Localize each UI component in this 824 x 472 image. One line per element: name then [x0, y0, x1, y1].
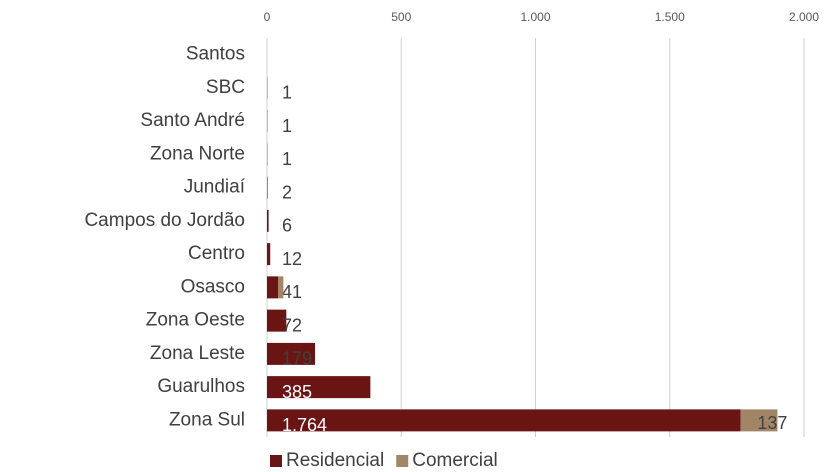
- bar-segment: [267, 276, 279, 299]
- data-label: 1.764: [282, 415, 327, 435]
- data-label: 72: [282, 315, 302, 335]
- bar-segment: [267, 376, 371, 399]
- category-label: Zona Norte: [150, 143, 245, 164]
- x-tick-label: 1.500: [655, 10, 685, 24]
- bar-segment: [278, 276, 284, 299]
- data-label: 6: [282, 216, 292, 236]
- bar-segment: [740, 409, 778, 432]
- category-label: Zona Leste: [150, 343, 245, 364]
- category-label: Zona Sul: [169, 409, 245, 430]
- bar-segment: [267, 176, 268, 199]
- category-label: Osasco: [181, 276, 245, 297]
- legend-label: Residencial: [286, 450, 384, 471]
- category-label: Centro: [188, 243, 245, 264]
- data-label: 137: [757, 413, 787, 433]
- bar-segment: [267, 209, 269, 232]
- data-label: 1: [282, 83, 292, 103]
- bar-segment: [267, 243, 271, 266]
- category-label: Guarulhos: [157, 376, 245, 397]
- data-label: 385: [282, 382, 312, 402]
- category-label: Campos do Jordão: [84, 210, 245, 231]
- category-label: Santo André: [140, 110, 245, 131]
- x-tick-label: 0: [264, 10, 271, 24]
- data-label: 179: [282, 349, 312, 369]
- x-tick-label: 2.000: [789, 10, 819, 24]
- data-label: 41: [282, 282, 302, 302]
- legend-swatch: [270, 455, 282, 467]
- data-label: 12: [282, 249, 302, 269]
- category-label: Santos: [186, 44, 245, 65]
- category-label: Jundiaí: [184, 177, 246, 198]
- category-label: Zona Oeste: [146, 310, 245, 331]
- bar-segment: [267, 409, 741, 432]
- bar-segment: [267, 309, 287, 332]
- data-label: 2: [282, 182, 292, 202]
- x-tick-label: 500: [391, 10, 411, 24]
- x-tick-label: 1.000: [520, 10, 550, 24]
- category-label: SBC: [206, 77, 245, 98]
- bar-segment: [267, 342, 316, 365]
- data-label: 1: [282, 116, 292, 136]
- legend-label: Comercial: [412, 450, 498, 471]
- data-label: 1: [282, 149, 292, 169]
- legend-swatch: [396, 455, 409, 467]
